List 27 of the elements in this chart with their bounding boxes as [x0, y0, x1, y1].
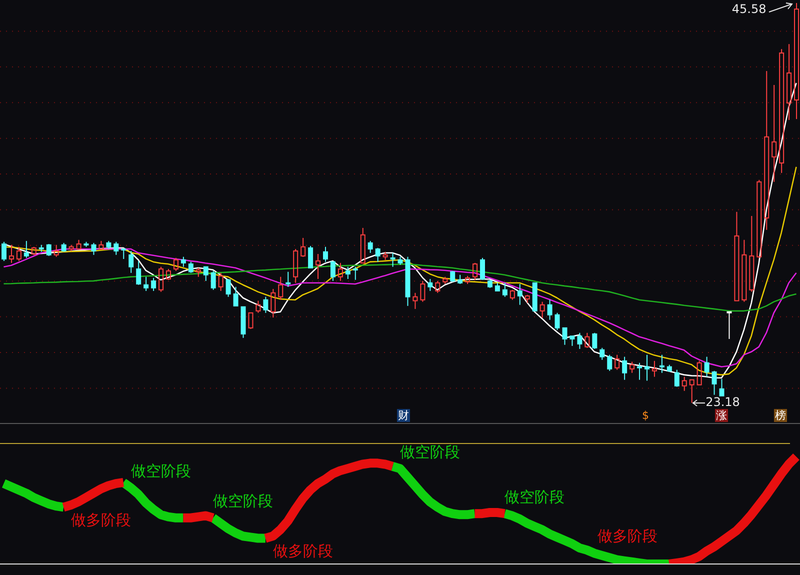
candlestick — [786, 44, 792, 120]
candlestick — [652, 360, 657, 378]
annotation: 做空阶段 — [400, 442, 460, 461]
annotation: 45.58 — [730, 2, 766, 16]
annotation: 做空阶段 — [504, 488, 565, 506]
candlestick — [772, 84, 777, 182]
candlestick — [644, 354, 650, 382]
candlestick — [322, 246, 328, 262]
annotation: 23.18 — [706, 394, 740, 409]
candlestick — [390, 252, 396, 268]
annotation: 做空阶段 — [130, 462, 191, 480]
candlestick — [547, 299, 552, 320]
candlestick — [316, 253, 321, 280]
annotation: 做多阶段 — [272, 542, 333, 560]
candlestick — [764, 70, 770, 230]
annotation: 财 — [397, 409, 410, 422]
candlestick — [659, 354, 664, 374]
candlestick — [794, 2, 800, 120]
annotation: 做多阶段 — [71, 511, 132, 529]
annotation: 做多阶段 — [598, 527, 658, 546]
candlestick — [286, 271, 291, 288]
annotation: 榜 — [774, 409, 787, 422]
annotation: $ — [641, 409, 650, 422]
annotation: 做空阶段 — [213, 492, 274, 510]
candlestick — [704, 356, 710, 378]
candlestick — [517, 283, 522, 306]
annotation: 涨 — [715, 409, 728, 422]
